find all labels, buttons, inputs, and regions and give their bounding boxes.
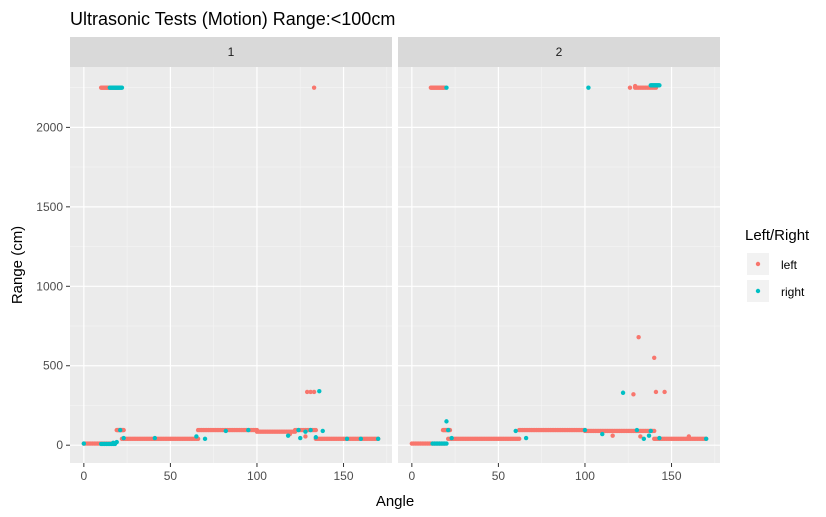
- data-point-right: [152, 435, 158, 441]
- data-point-right: [81, 441, 87, 446]
- data-point-right: [444, 441, 449, 446]
- data-point-right: [641, 436, 647, 442]
- legend: Left/Right left right: [745, 227, 810, 302]
- data-point-left: [686, 434, 692, 439]
- x-tick-label: 100: [247, 469, 267, 483]
- data-point-left: [311, 85, 317, 90]
- data-point-left: [303, 434, 308, 439]
- data-point-right: [194, 434, 199, 439]
- data-point-right: [444, 419, 449, 424]
- facet-panel-1: 1: [70, 37, 392, 463]
- data-point-left: [638, 434, 643, 439]
- data-point-right: [523, 435, 529, 441]
- data-point-right: [317, 388, 322, 394]
- x-tick-label: 150: [662, 469, 682, 483]
- strip-background-1: [70, 37, 392, 67]
- panel-background-1: [70, 67, 392, 463]
- data-point-right: [513, 428, 518, 434]
- points-1: [81, 85, 381, 447]
- data-point-right: [298, 435, 303, 441]
- y-tick-label: 1000: [36, 279, 63, 293]
- data-point-right: [582, 427, 588, 433]
- data-point-right: [358, 436, 364, 442]
- data-point-left: [304, 389, 310, 395]
- panel-background-2: [398, 67, 720, 463]
- data-point-right: [646, 433, 652, 438]
- grid-1: [70, 67, 392, 463]
- x-tick-label: 100: [575, 469, 595, 483]
- data-point-left: [652, 428, 657, 434]
- data-point-left: [662, 389, 667, 395]
- data-point-right: [620, 390, 626, 395]
- legend-title: Left/Right: [745, 227, 810, 244]
- data-point-right: [119, 85, 125, 90]
- points-2: [409, 83, 709, 446]
- data-point-right: [223, 428, 229, 434]
- x-axis: 0 50 100 150 0 50 100 150: [81, 463, 682, 483]
- facet-panel-2: 2: [398, 37, 720, 463]
- data-point-right: [657, 83, 662, 88]
- data-point-right: [121, 435, 126, 441]
- x-tick-label: 150: [334, 469, 354, 483]
- grid-2: [398, 67, 720, 463]
- data-point-left: [121, 427, 126, 433]
- data-point-right: [648, 428, 653, 434]
- data-point-right: [303, 429, 308, 434]
- data-point-left: [627, 85, 633, 90]
- data-point-right: [114, 439, 119, 445]
- data-point-left: [636, 334, 641, 340]
- y-axis-title: Range (cm): [9, 226, 26, 304]
- strip-label-1: 1: [228, 45, 235, 59]
- data-point-right: [296, 427, 301, 433]
- data-point-right: [308, 427, 313, 433]
- x-tick-label: 0: [409, 469, 416, 483]
- y-tick-label: 2000: [36, 120, 63, 134]
- data-point-left: [653, 389, 659, 395]
- data-point-right: [634, 427, 640, 433]
- data-point-right: [320, 428, 325, 434]
- data-point-right: [449, 435, 454, 441]
- y-tick-label: 0: [56, 438, 63, 452]
- y-tick-label: 500: [43, 359, 63, 373]
- data-point-right: [111, 440, 116, 446]
- data-point-right: [246, 427, 251, 433]
- data-point-left: [610, 433, 615, 438]
- legend-label-left: left: [781, 258, 798, 272]
- data-point-right: [586, 85, 591, 90]
- data-point-right: [285, 433, 291, 438]
- x-tick-label: 50: [164, 469, 178, 483]
- data-point-right: [446, 427, 451, 433]
- data-point-right: [313, 435, 319, 440]
- data-point-right: [375, 436, 381, 442]
- x-axis-title: Angle: [376, 493, 414, 510]
- legend-label-right: right: [781, 285, 805, 299]
- data-point-left: [516, 436, 522, 442]
- y-tick-label: 1500: [36, 200, 63, 214]
- strip-background-2: [398, 37, 720, 67]
- strip-label-2: 2: [556, 45, 563, 59]
- data-point-right: [600, 431, 605, 437]
- x-tick-label: 50: [492, 469, 506, 483]
- legend-marker-left: [755, 261, 761, 267]
- chart-title: Ultrasonic Tests (Motion) Range:<100cm: [70, 9, 395, 29]
- data-point-right: [444, 85, 449, 90]
- x-tick-label: 0: [81, 469, 88, 483]
- data-point-left: [308, 389, 313, 395]
- data-point-left: [652, 355, 657, 360]
- data-point-left: [313, 427, 319, 433]
- data-point-left: [632, 83, 638, 89]
- data-point-left: [311, 389, 317, 395]
- y-axis: 0 500 1000 1500 2000: [36, 120, 70, 452]
- data-point-right: [703, 436, 709, 442]
- data-point-right: [344, 436, 350, 442]
- data-point-left: [631, 392, 636, 397]
- data-point-right: [202, 436, 208, 442]
- legend-marker-right: [755, 288, 761, 294]
- data-point-right: [118, 427, 123, 433]
- data-point-right: [657, 435, 662, 441]
